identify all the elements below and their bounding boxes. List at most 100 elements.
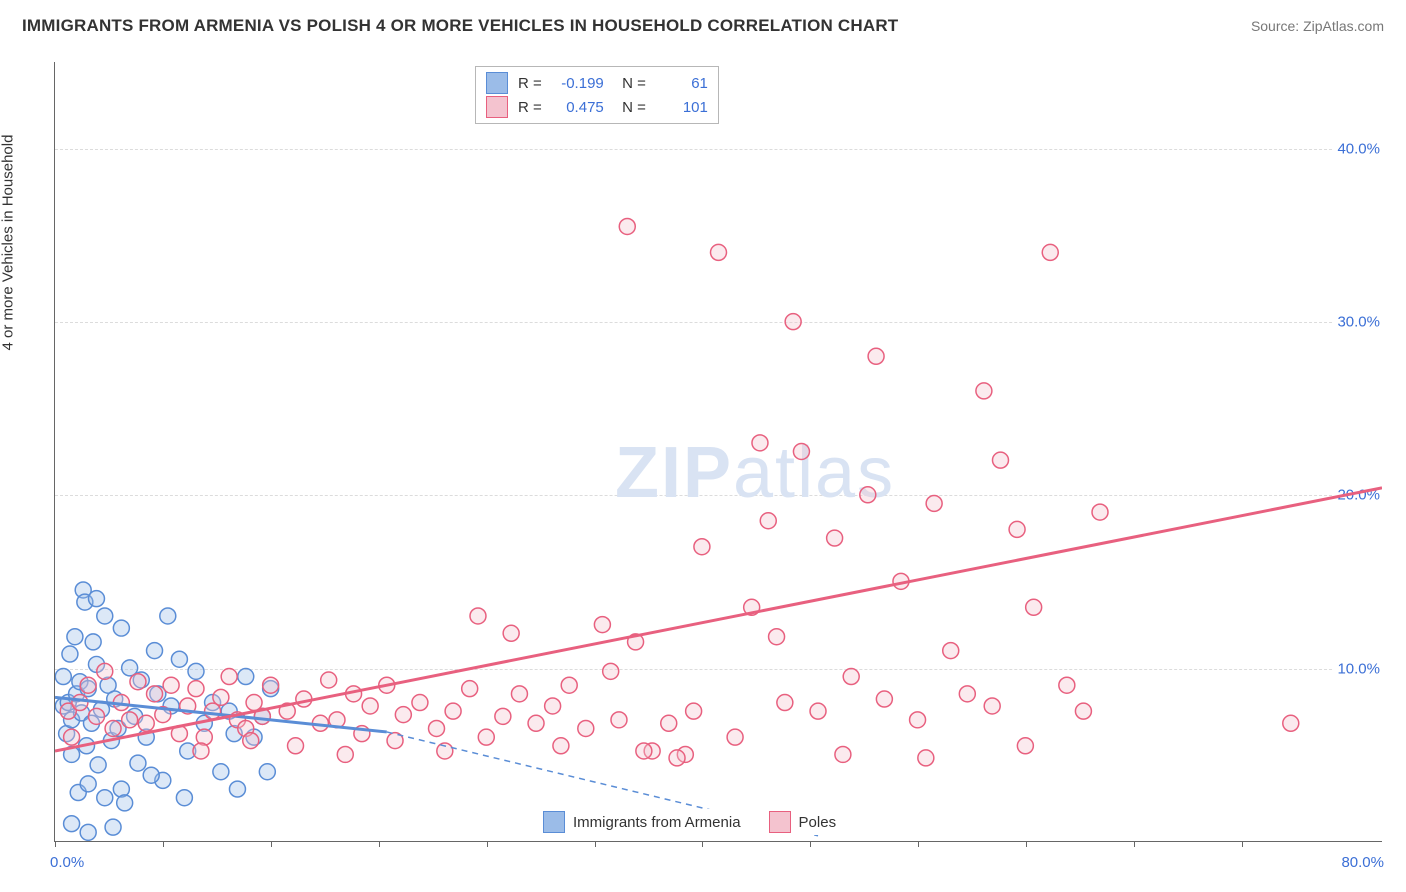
data-point (193, 743, 209, 759)
stat-label-r: R = (518, 75, 542, 92)
data-point (868, 348, 884, 364)
x-tick (271, 841, 272, 847)
legend-swatch-poles (769, 811, 791, 833)
x-tick (595, 841, 596, 847)
data-point (55, 669, 71, 685)
data-point (686, 703, 702, 719)
data-point (992, 452, 1008, 468)
data-point (117, 795, 133, 811)
x-tick (918, 841, 919, 847)
data-point (97, 663, 113, 679)
data-point (88, 708, 104, 724)
data-point (188, 681, 204, 697)
data-point (90, 757, 106, 773)
data-point (80, 677, 96, 693)
data-point (80, 776, 96, 792)
data-point (72, 695, 88, 711)
data-point (147, 686, 163, 702)
data-point (860, 487, 876, 503)
x-tick (163, 841, 164, 847)
data-point (64, 816, 80, 832)
stats-legend-box: R = -0.199 N = 61 R = 0.475 N = 101 (475, 66, 719, 124)
data-point (122, 712, 138, 728)
data-point (138, 715, 154, 731)
data-point (619, 218, 635, 234)
data-point (238, 669, 254, 685)
data-point (105, 819, 121, 835)
data-point (67, 629, 83, 645)
data-point (130, 674, 146, 690)
data-point (793, 444, 809, 460)
data-point (752, 435, 768, 451)
data-point (1017, 738, 1033, 754)
source-attribution: Source: ZipAtlas.com (1251, 18, 1384, 34)
data-point (926, 495, 942, 511)
data-point (462, 681, 478, 697)
x-tick (702, 841, 703, 847)
data-point (362, 698, 378, 714)
data-point (611, 712, 627, 728)
stat-r-poles: 0.475 (554, 99, 604, 116)
legend-item-poles: Poles (769, 811, 837, 833)
data-point (412, 695, 428, 711)
data-point (229, 781, 245, 797)
data-point (85, 634, 101, 650)
data-point (1042, 244, 1058, 260)
data-point (785, 314, 801, 330)
bottom-legend: Immigrants from Armenia Poles (535, 809, 844, 835)
data-point (1059, 677, 1075, 693)
y-axis-label: 4 or more Vehicles in Household (0, 135, 17, 351)
data-point (62, 646, 78, 662)
data-point (160, 608, 176, 624)
data-point (130, 755, 146, 771)
data-point (105, 720, 121, 736)
x-tick (810, 841, 811, 847)
data-point (429, 720, 445, 736)
x-tick (1242, 841, 1243, 847)
legend-item-armenia: Immigrants from Armenia (543, 811, 741, 833)
data-point (259, 764, 275, 780)
x-tick (379, 841, 380, 847)
data-point (337, 746, 353, 762)
stats-row-armenia: R = -0.199 N = 61 (486, 71, 708, 95)
chart-svg (55, 62, 1382, 841)
x-axis-max-label: 80.0% (1341, 854, 1384, 871)
data-point (959, 686, 975, 702)
data-point (984, 698, 1000, 714)
data-point (727, 729, 743, 745)
data-point (1026, 599, 1042, 615)
data-point (80, 824, 96, 840)
legend-swatch-armenia (543, 811, 565, 833)
legend-label-armenia: Immigrants from Armenia (573, 814, 741, 831)
data-point (97, 608, 113, 624)
data-point (171, 651, 187, 667)
stat-label-n: N = (614, 99, 646, 116)
chart-title: IMMIGRANTS FROM ARMENIA VS POLISH 4 OR M… (22, 16, 898, 36)
data-point (943, 643, 959, 659)
data-point (113, 620, 129, 636)
swatch-poles (486, 96, 508, 118)
legend-label-poles: Poles (799, 814, 837, 831)
data-point (176, 790, 192, 806)
data-point (810, 703, 826, 719)
stat-r-armenia: -0.199 (554, 75, 604, 92)
swatch-armenia (486, 72, 508, 94)
x-tick (1134, 841, 1135, 847)
data-point (1092, 504, 1108, 520)
data-point (694, 539, 710, 555)
data-point (445, 703, 461, 719)
data-point (669, 750, 685, 766)
data-point (221, 669, 237, 685)
data-point (503, 625, 519, 641)
data-point (1075, 703, 1091, 719)
data-point (528, 715, 544, 731)
data-point (827, 530, 843, 546)
data-point (835, 746, 851, 762)
data-point (578, 720, 594, 736)
data-point (603, 663, 619, 679)
stat-n-poles: 101 (658, 99, 708, 116)
data-point (769, 629, 785, 645)
data-point (594, 617, 610, 633)
data-point (188, 663, 204, 679)
data-point (213, 689, 229, 705)
